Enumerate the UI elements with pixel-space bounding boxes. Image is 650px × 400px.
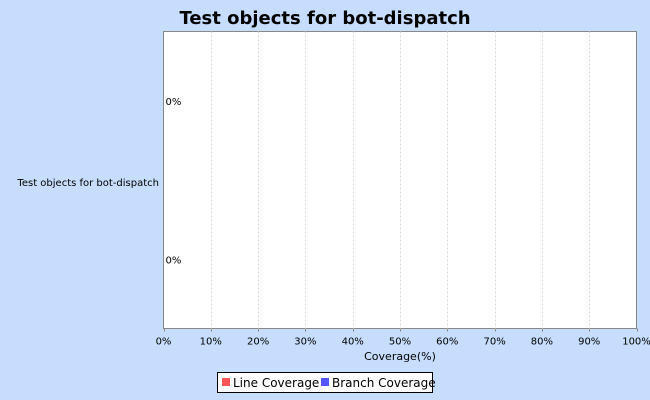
x-tick-label: 10% — [200, 337, 222, 348]
x-tick-label: 80% — [531, 337, 553, 348]
legend-swatch-line-coverage — [222, 378, 230, 386]
x-tick-label: 100% — [622, 337, 650, 348]
gridlines — [211, 31, 590, 329]
x-tick-label: 30% — [294, 337, 316, 348]
x-tick-label: 0% — [156, 337, 172, 348]
x-tick-label: 60% — [436, 337, 458, 348]
x-tick-label: 20% — [247, 337, 269, 348]
category-label: Test objects for bot-dispatch — [16, 178, 159, 189]
x-axis-title: Coverage(%) — [364, 350, 436, 363]
x-tick-label: 40% — [342, 337, 364, 348]
bar-labels: 0% 0% — [166, 97, 182, 267]
legend-label-line-coverage: Line Coverage — [233, 376, 319, 390]
chart-title: Test objects for bot-dispatch — [179, 8, 470, 29]
legend-label-branch-coverage: Branch Coverage — [332, 376, 436, 390]
legend-swatch-branch-coverage — [321, 378, 329, 386]
x-tick-label: 50% — [389, 337, 411, 348]
bar-value-label: 0% — [166, 255, 182, 266]
x-tick-label: 70% — [483, 337, 505, 348]
x-tick-label: 90% — [578, 337, 600, 348]
bar-value-label: 0% — [166, 97, 182, 108]
legend: Line Coverage Branch Coverage — [217, 372, 436, 393]
x-axis-ticks: 0% 10% 20% 30% 40% 50% 60% 70% 80% 90% 100% — [156, 328, 650, 348]
